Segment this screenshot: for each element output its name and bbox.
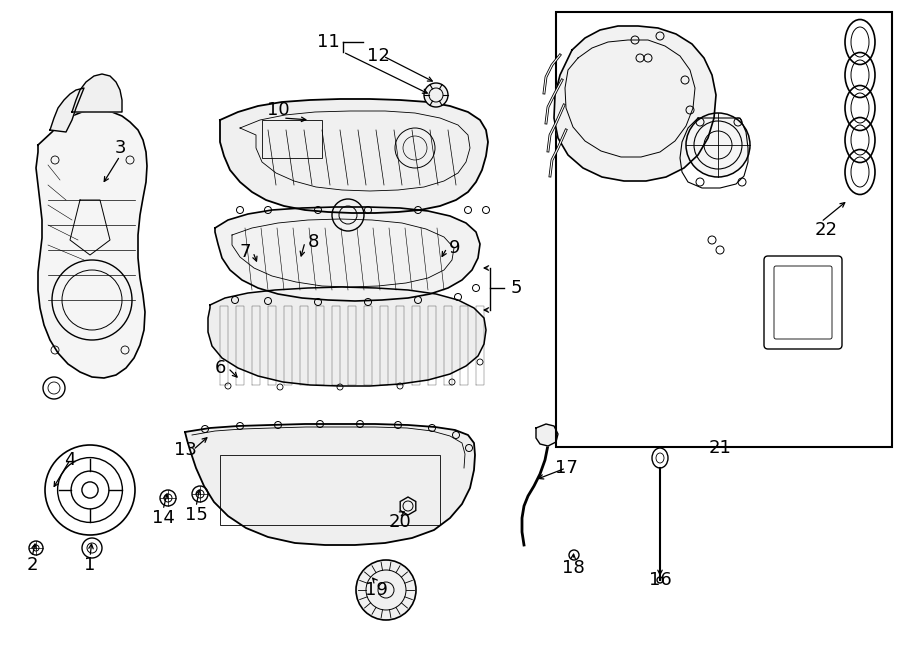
Text: 22: 22 (814, 221, 838, 239)
Text: 16: 16 (649, 571, 671, 589)
Circle shape (356, 560, 416, 620)
Text: 19: 19 (364, 581, 387, 599)
Text: 14: 14 (151, 509, 175, 527)
Text: 17: 17 (554, 459, 578, 477)
Text: 15: 15 (184, 506, 207, 524)
Bar (262, 120, 322, 158)
Polygon shape (72, 74, 122, 112)
Text: 1: 1 (85, 556, 95, 574)
Text: 18: 18 (562, 559, 584, 577)
Polygon shape (536, 424, 558, 446)
Text: 13: 13 (174, 441, 196, 459)
Polygon shape (36, 110, 147, 378)
Text: 12: 12 (366, 47, 390, 65)
Bar (220, 455, 440, 525)
Text: 8: 8 (307, 233, 319, 251)
Text: 3: 3 (114, 139, 126, 157)
Text: 5: 5 (510, 279, 522, 297)
Text: 20: 20 (389, 513, 411, 531)
Polygon shape (220, 99, 488, 213)
Bar (556, 12, 892, 447)
Polygon shape (50, 88, 84, 132)
Text: 4: 4 (64, 451, 76, 469)
Text: 10: 10 (266, 101, 289, 119)
Polygon shape (185, 424, 475, 545)
Polygon shape (554, 26, 716, 181)
Polygon shape (208, 287, 486, 386)
Text: 7: 7 (239, 243, 251, 261)
Text: 21: 21 (708, 439, 732, 457)
Text: 11: 11 (317, 33, 339, 51)
Circle shape (686, 113, 750, 177)
Polygon shape (215, 207, 480, 301)
Circle shape (424, 83, 448, 107)
Text: 9: 9 (449, 239, 461, 257)
Text: 6: 6 (214, 359, 226, 377)
Text: 2: 2 (26, 556, 38, 574)
